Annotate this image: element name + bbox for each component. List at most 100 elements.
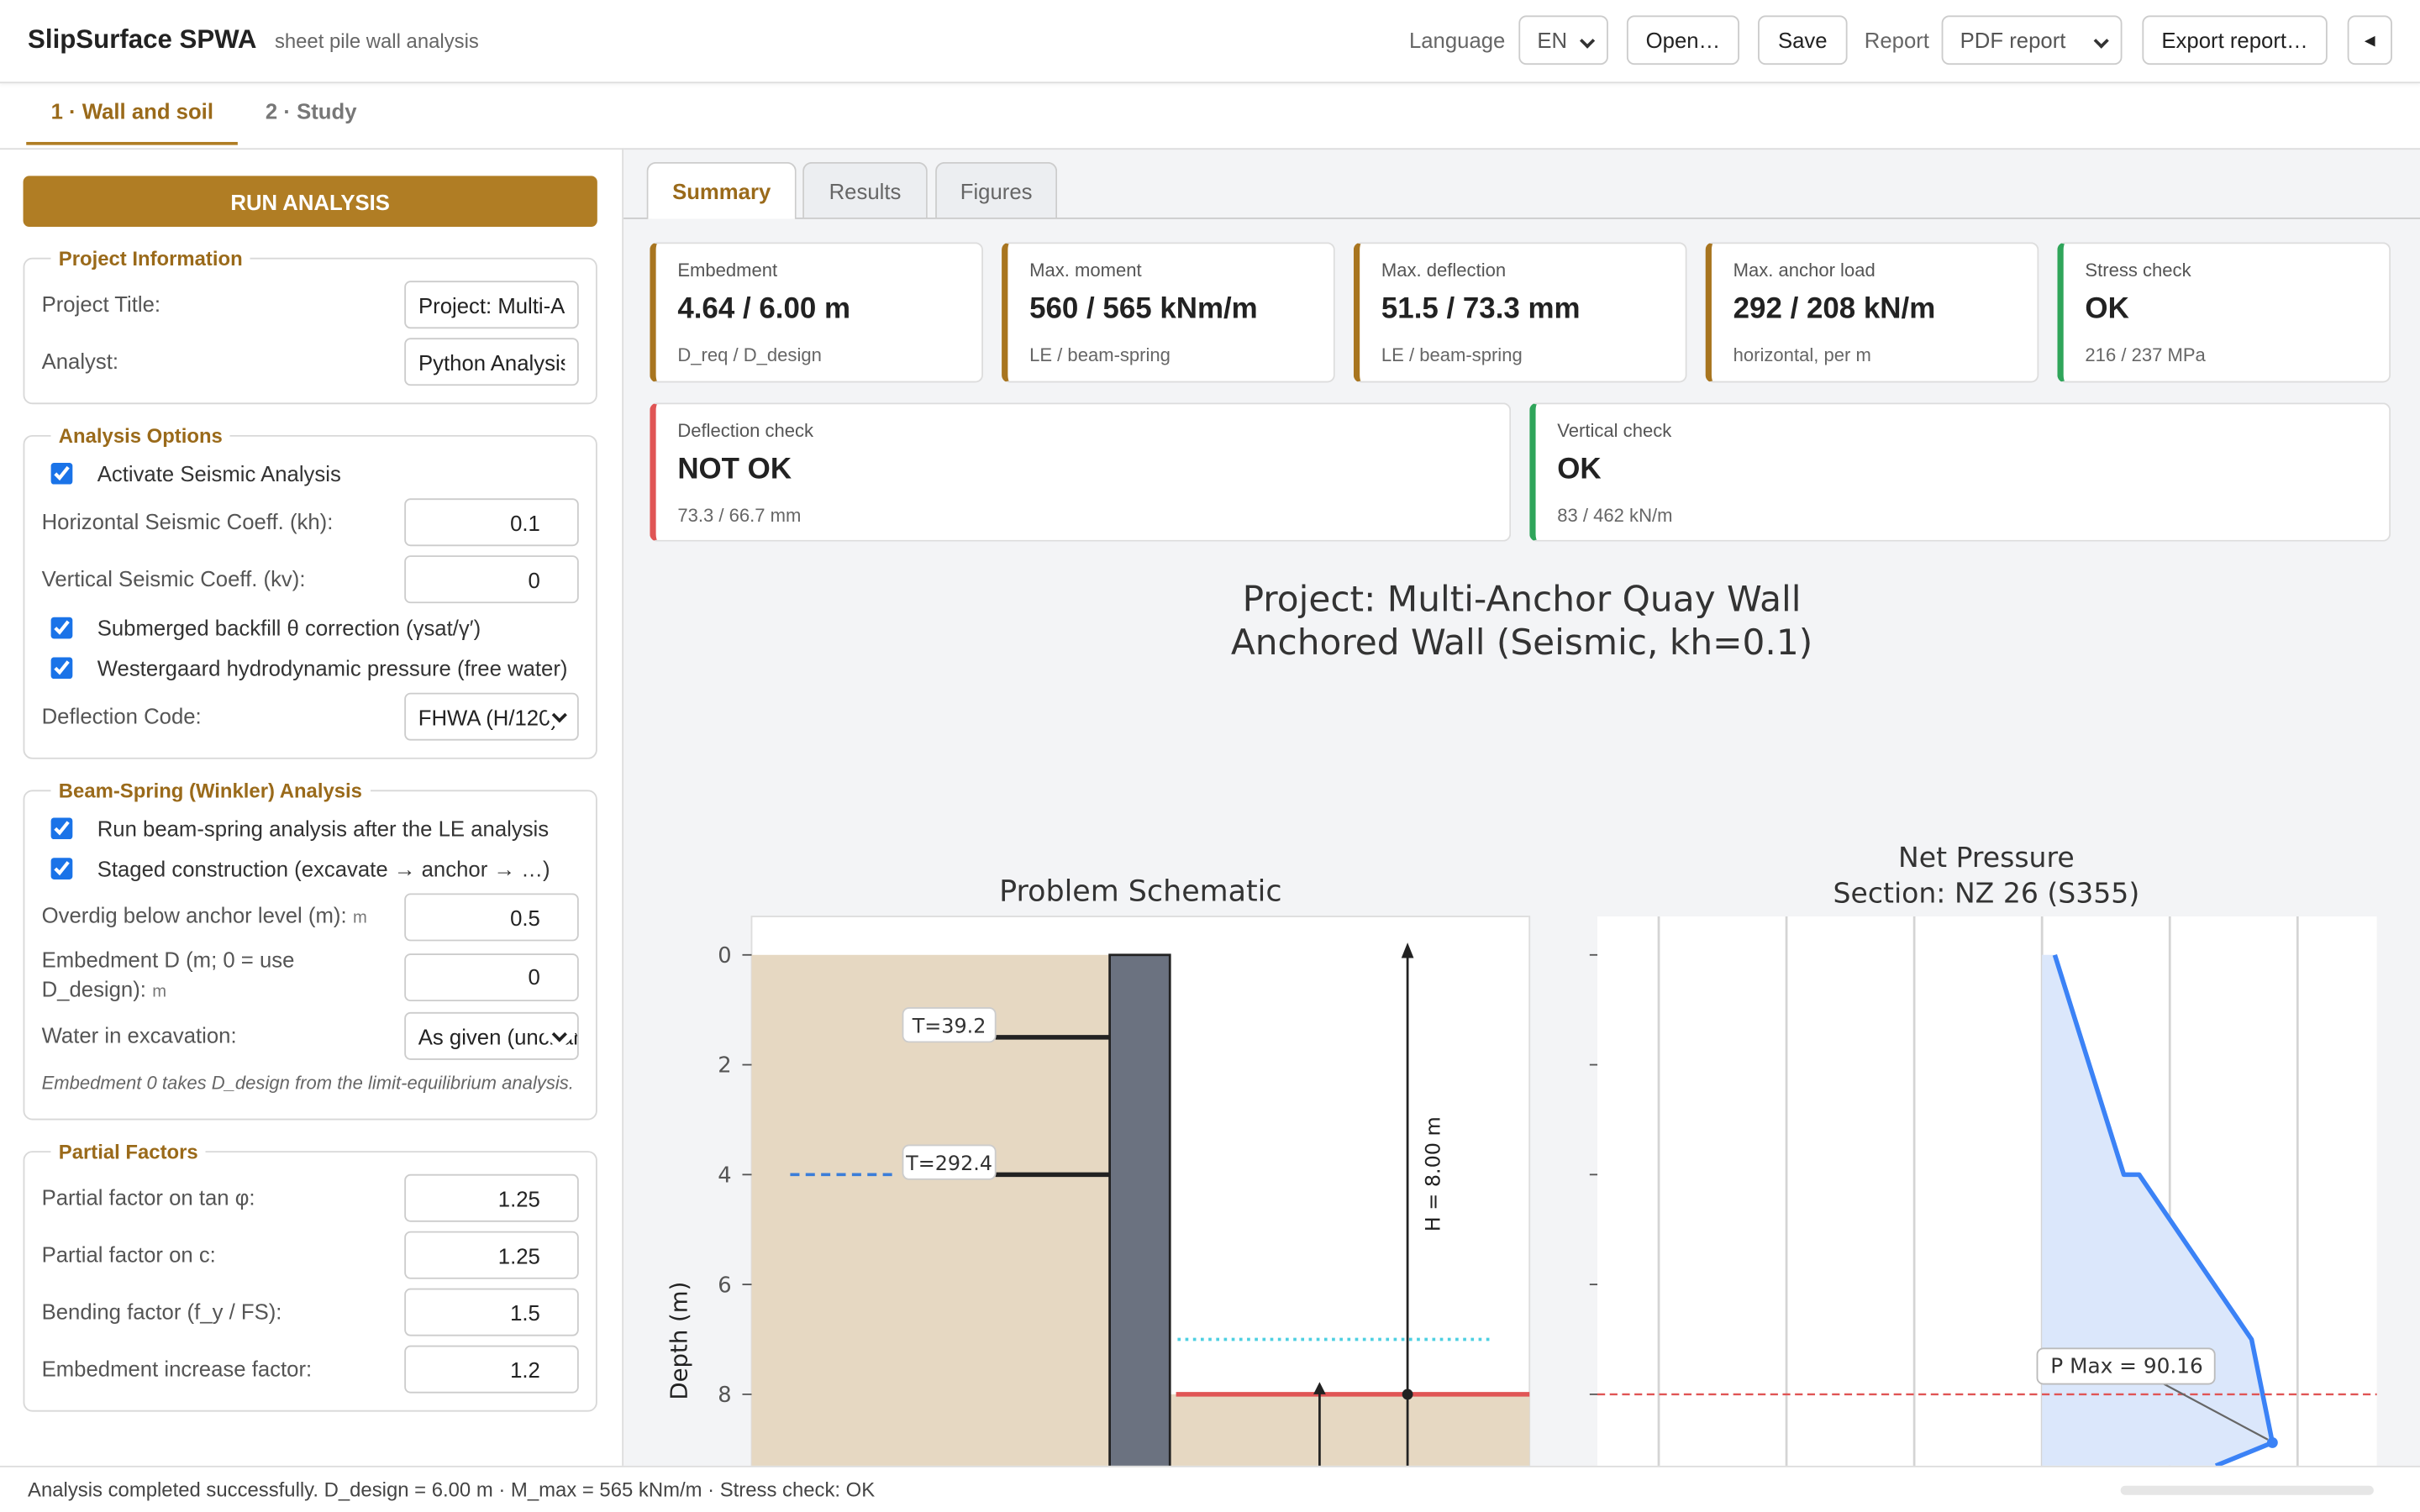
label-text: Project Title: [41,291,161,317]
result-tab[interactable]: Results [802,161,928,218]
app-subtitle: sheet pile wall analysis [274,29,479,53]
field-label: Analyst: [42,347,405,376]
card-value: 292 / 208 kN/m [1733,292,1936,326]
card-label: Max. anchor load [1733,259,1876,281]
page-tab[interactable]: 1 · Wall and soil [50,98,213,123]
open-button[interactable]: Open… [1626,15,1740,66]
checkbox-row: Activate Seismic Analysis [42,454,579,494]
note: Embedment 0 takes D_design from the limi… [41,1072,574,1095]
collapse-button[interactable]: ◀ [2347,15,2392,66]
select[interactable]: As given (unchanged) [404,1011,579,1060]
summary-card: Stress check OK 216 / 237 MPa [2057,242,2391,383]
summary-card: Max. moment 560 / 565 kNm/m LE / beam-spri… [1002,242,1335,383]
y-tick-label: 0 [718,943,731,969]
results-panel: Project: Multi-Anchor Quay Wall Anchored… [623,148,2420,1467]
label-text: Overdig below anchor level (m): [41,902,347,927]
app-title: SlipSurface SPWA [28,24,257,55]
unit: m [152,983,167,1002]
label-text: Partial factor on tan φ: [41,1184,255,1210]
label-text: Horizontal Seismic Coeff. (kh): [41,509,334,534]
tab-line [623,217,2420,219]
anchor-label: T=39.2 [912,1014,986,1037]
section-legend: Project Information [58,246,243,270]
section-legend: Analysis Options [58,424,223,448]
checkbox-row: Staged construction (excavate → anchor →… [42,848,579,889]
card-label: Vertical check [1557,419,1672,442]
label-text: Embedment increase factor: [41,1356,313,1381]
status-bar: Analysis completed successfully. D_desig… [0,1465,2420,1512]
text-input[interactable] [404,1345,579,1394]
label-text: Embedment D (m; 0 = use D_design): [41,947,295,1002]
text-input[interactable] [404,893,579,942]
header: SlipSurface SPWA sheet pile wall analysi… [0,0,2420,84]
section: Partial Factors Partial factor on tan φ: P… [23,1140,597,1412]
section: Project Information Project Title: Analyst… [23,246,597,405]
tab-underline [26,141,238,145]
checkbox-row: Submerged backfill θ correction (γsat/γ′… [42,608,579,648]
result-tab[interactable]: Summary [646,161,797,219]
language-label: Language [1408,28,1506,53]
section-legend: Beam-Spring (Winkler) Analysis [58,779,362,803]
field-row: Deflection Code: FHWA (H/120) [42,688,579,745]
run-button[interactable]: RUN ANALYSIS [23,176,597,228]
card-label: Embedment [677,259,778,281]
field-row: Embedment D (m; 0 = use D_design): m [42,946,579,1007]
field-label: Horizontal Seismic Coeff. (kh): [42,507,405,537]
text-input[interactable] [404,498,579,547]
section-legend: Partial Factors [58,1140,198,1163]
arrow-head [1401,942,1414,958]
height-marker [1402,1389,1413,1400]
text-input[interactable] [404,555,579,604]
text-input[interactable] [404,953,579,1001]
y-tick-label: 6 [718,1273,731,1298]
card-label: Max. deflection [1381,259,1507,281]
annotation-leader [2163,1383,2269,1441]
label-text: Analyst: [41,349,119,374]
text-input[interactable] [404,1173,579,1222]
card-note: 83 / 462 kN/m [1557,504,1673,527]
arrow-head [1313,1382,1326,1394]
text-input[interactable] [404,338,579,386]
text-input[interactable] [404,1231,579,1279]
checkbox[interactable] [50,657,73,680]
chart-title: Net Pressure [1898,841,2075,874]
summary-card: Deflection check NOT OK 73.3 / 66.7 mm [650,402,1512,542]
field-row: Analyst: [42,333,579,391]
checkbox-row: Westergaard hydrodynamic pressure (free … [42,648,579,688]
status-text: Analysis completed successfully. D_desig… [28,1478,876,1502]
checkbox[interactable] [50,858,73,879]
card-note: horizontal, per m [1733,344,1871,366]
checkbox[interactable] [50,463,73,485]
anchor-label-box [902,1007,997,1043]
card-value: 4.64 / 6.00 m [677,292,850,326]
figure: Problem Schematic T=39.2 T=292.4 H = 8.00 m… [666,841,2377,1467]
checkbox[interactable] [50,817,73,840]
field-label: Water in excavation: [42,1021,405,1051]
label-text: Water in excavation: [41,1022,237,1048]
checkbox[interactable] [50,617,73,639]
language-select[interactable]: EN [1518,15,1608,66]
height-label: H = 8.00 m [1422,1116,1445,1231]
select[interactable]: FHWA (H/120) [404,692,579,741]
field-label: Deflection Code: [42,702,405,732]
section: Beam-Spring (Winkler) Analysis Run beam-s… [23,779,597,1121]
card-value: NOT OK [677,454,792,486]
checkbox-label: Submerged backfill θ correction (γsat/γ′… [97,615,481,641]
result-tab[interactable]: Figures [935,161,1058,218]
text-input[interactable] [404,281,579,329]
sidebar: RUN ANALYSIS Project Information Project … [0,148,624,1467]
field-label: Embedment increase factor: [42,1355,405,1384]
field-label: Bending factor (f_y / FS): [42,1298,405,1327]
field-row: Vertical Seismic Coeff. (kv): [42,551,579,608]
annotation: P Max = 90.16 [2050,1354,2203,1378]
annotation-box [2036,1347,2216,1385]
export-button[interactable]: Export report… [2142,15,2328,66]
page-tab[interactable]: 2 · Study [265,98,357,123]
save-button[interactable]: Save [1758,15,1848,66]
card-note: LE / beam-spring [1029,344,1171,366]
report-select[interactable]: PDF report [1941,15,2123,66]
label-text: Partial factor on c: [41,1242,216,1267]
scrollbar [2120,1485,2374,1495]
text-input[interactable] [404,1288,579,1336]
sheet-pile [1108,953,1171,1467]
